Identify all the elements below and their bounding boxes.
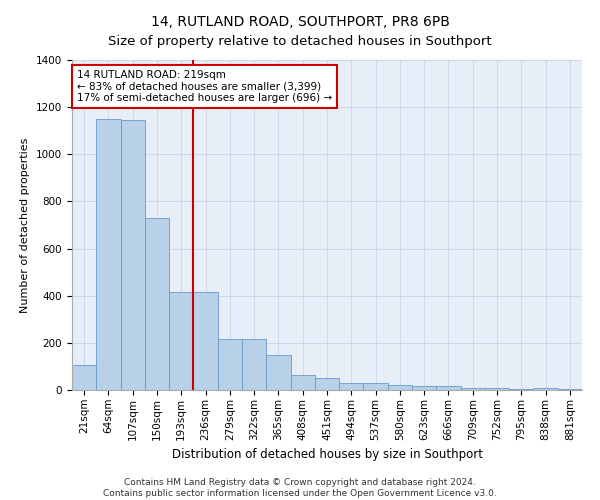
Bar: [339, 383, 364, 390]
X-axis label: Distribution of detached houses by size in Southport: Distribution of detached houses by size …: [172, 448, 482, 461]
Text: 14, RUTLAND ROAD, SOUTHPORT, PR8 6PB: 14, RUTLAND ROAD, SOUTHPORT, PR8 6PB: [151, 15, 449, 29]
Bar: [169, 292, 193, 390]
Bar: [218, 340, 242, 390]
Bar: [364, 383, 388, 390]
Bar: [533, 388, 558, 390]
Bar: [461, 388, 485, 390]
Bar: [485, 388, 509, 390]
Bar: [509, 389, 533, 390]
Bar: [315, 378, 339, 390]
Bar: [242, 340, 266, 390]
Bar: [121, 120, 145, 390]
Bar: [193, 292, 218, 390]
Bar: [412, 386, 436, 390]
Bar: [436, 386, 461, 390]
Bar: [290, 374, 315, 390]
Text: 14 RUTLAND ROAD: 219sqm
← 83% of detached houses are smaller (3,399)
17% of semi: 14 RUTLAND ROAD: 219sqm ← 83% of detache…: [77, 70, 332, 103]
Bar: [145, 218, 169, 390]
Text: Size of property relative to detached houses in Southport: Size of property relative to detached ho…: [108, 35, 492, 48]
Bar: [96, 119, 121, 390]
Bar: [266, 354, 290, 390]
Bar: [558, 389, 582, 390]
Bar: [388, 386, 412, 390]
Text: Contains HM Land Registry data © Crown copyright and database right 2024.
Contai: Contains HM Land Registry data © Crown c…: [103, 478, 497, 498]
Y-axis label: Number of detached properties: Number of detached properties: [20, 138, 31, 312]
Bar: [72, 365, 96, 390]
